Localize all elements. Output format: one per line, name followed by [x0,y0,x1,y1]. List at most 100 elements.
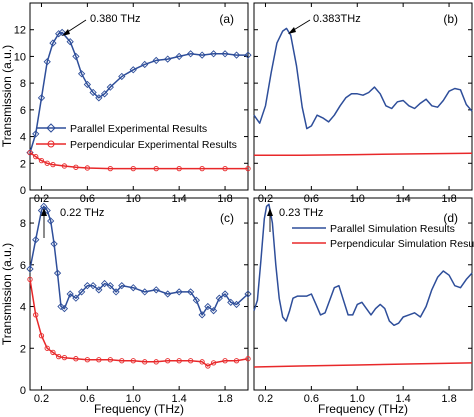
panel-a-series-0-point-15 [118,72,126,81]
panel-b-series-0-line [253,27,473,130]
annotation-b-label: 0.383THz [313,13,361,25]
panel-a-series-1-point-4 [50,161,56,168]
panel-c-series-1-point-1 [33,312,39,318]
panel-d-series-0-line [253,203,473,327]
y-axis-label-bottom: Transmission (a.u.) [0,243,14,345]
panel-c-series-0-point-15 [95,286,103,294]
panel-a-tag: (a) [219,12,234,26]
panel-d-series-1-line [253,362,473,368]
panel-d: 0.2 0.6 1.0 1.4 1.8 (d) [253,197,473,405]
panel-a-series-0-point-12 [95,94,103,102]
panel-a-series-1-point-14 [245,165,251,172]
annotation-d: 0.23 THz [267,207,323,232]
x-axis-label-left: Frequency (THz) [94,402,184,416]
panel-a-series-1-point-12 [199,165,205,172]
panel-a-series-0-point-11 [89,88,97,97]
panel-c-series-0-point-17 [106,282,114,290]
panel-c-ytick-label-1: 2 [20,343,26,355]
panel-d-xtick-label-1: 0.6 [304,393,319,405]
panel-a-series-1-point-2 [38,157,45,164]
panel-a-ytick-label-6: 12 [14,25,26,37]
panel-c-series-0-point-13 [83,282,92,290]
panel-c-series-0-point-0 [26,265,34,273]
annotation-c-label: 0.22 THz [60,207,104,219]
panel-a-series-1-point-10 [153,165,159,172]
panel-a-series-1-point-6 [73,164,79,170]
panel-c-series-1-point-6 [61,355,68,361]
panel-c-xtick-label-1: 0.6 [80,393,95,405]
panel-c-series-0-point-14 [89,282,97,290]
panel-c-series-0-point-18 [112,288,120,296]
annotation-b: 0.383THz [288,13,361,34]
panel-a-series-0-point-23 [209,50,218,58]
panel-c-series-0-point-1 [32,236,40,244]
panel-c-series-0-point-5 [47,217,55,225]
legend-a: Parallel Experimental Results Perpendicu… [36,123,237,151]
panel-a-frame [29,2,249,191]
panel-c-series-1-point-14 [153,359,159,365]
panel-a-ytick-label-4: 8 [20,78,26,90]
panel-c-ytick-label-0: 0 [20,385,26,397]
legend-a-perpendicular: Perpendicular Experimental Results [70,139,237,151]
panel-c-ytick-label-2: 4 [20,302,26,314]
panel-a-series-0-point-8 [72,52,80,61]
panel-a-series-0-point-7 [66,38,74,46]
panel-c-series-0-point-24 [175,288,183,296]
panel-c-series-1-point-19 [205,363,211,369]
panel-c-series-1-point-4 [50,349,56,356]
panel-d-xtick-label-2: 1.0 [350,393,365,405]
panel-a-ytick-label-3: 6 [20,105,26,117]
panel-c-series-1-point-9 [96,357,102,363]
panel-c-series-0-point-6 [50,240,58,248]
panel-c-series-1-point-5 [56,353,62,360]
panel-a-series-0-point-1 [32,130,40,138]
panel-c-series-1-point-20 [210,360,217,366]
panel-a-series-0-point-4 [49,39,57,47]
panel-c-series-0-point-21 [141,288,149,296]
panel-d-xtick-label-0: 0.2 [258,393,273,405]
panel-a-series-0-point-22 [198,51,206,59]
panel-c-series-0-point-28 [204,302,212,311]
panel-a-series-0-point-13 [100,90,109,98]
panel-c: 0.2 0.6 1.0 1.4 1.8 0 2 4 6 8 (c) [20,197,252,405]
panel-c-series-1-point-8 [84,357,91,363]
panel-a-series-0-point-25 [232,51,241,59]
panel-a-series-0-point-21 [186,50,195,58]
panel-a-series-0-point-10 [83,80,92,89]
panel-c-series-1-point-10 [107,357,113,363]
panel-a-series-1-point-11 [176,165,182,172]
annotation-c: 0.22 THz [41,207,104,238]
panel-c-series-1-point-23 [245,356,251,362]
panel-d-xtick-label-3: 1.4 [396,393,411,405]
panel-a-series-0-point-2 [37,94,46,102]
panel-c-series-0-point-23 [164,290,172,298]
panel-c-series-1-line [29,279,249,367]
panel-a-series-0-point-18 [152,56,160,65]
panel-c-ytick-label-3: 6 [20,260,26,272]
panel-b-frame [253,2,473,191]
panel-a-series-1-point-3 [44,160,50,166]
x-axis-label-right: Frequency (THz) [318,402,408,416]
panel-b-series-1-line [254,152,473,157]
panel-c-series-0-point-31 [221,290,229,298]
annotation-a: 0.380 THz [62,13,141,36]
panel-c-series-0-point-29 [209,307,218,315]
panel-c-series-0-point-12 [77,288,86,296]
panel-c-series-1-point-3 [44,345,50,351]
panel-c-xtick-label-2: 1.0 [126,393,141,405]
panel-c-series-0-point-9 [60,304,69,313]
panel-c-series-0-point-27 [198,311,206,319]
legend-d: Parallel Simulation Results Perpendicula… [292,223,474,250]
panel-c-xtick-label-4: 1.8 [217,393,232,405]
panel-c-series-1-point-17 [187,358,194,364]
panel-a-series-0-point-26 [244,51,252,59]
panel-b-tag: (b) [443,12,458,26]
panel-c-series-0-point-4 [43,206,51,215]
panel-a-series-0-point-20 [175,52,183,61]
panel-c-series-1-point-7 [73,356,79,362]
legend-a-parallel: Parallel Experimental Results [70,123,207,135]
legend-d-perpendicular: Perpendicular Simulation Results [330,238,474,250]
panel-a-series-0-point-16 [129,66,137,74]
panel-a-series-1-point-9 [130,165,136,172]
